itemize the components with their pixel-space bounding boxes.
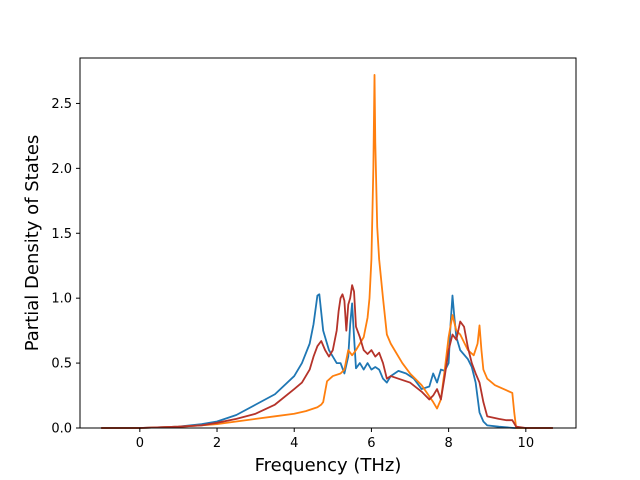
y-tick-label: 1.5 <box>51 227 72 242</box>
x-tick-label: 0 <box>136 436 144 451</box>
y-tick-label: 0.5 <box>51 357 72 372</box>
y-tick-label: 1.0 <box>51 292 72 307</box>
x-tick-label: 6 <box>367 436 375 451</box>
series-line-2 <box>101 73 553 429</box>
x-axis-ticks: 0 2 4 6 8 10 <box>136 428 534 451</box>
y-axis-label: Partial Density of States <box>22 135 43 352</box>
x-tick-label: 2 <box>213 436 221 451</box>
x-tick-label: 8 <box>444 436 452 451</box>
x-axis-label: Frequency (THz) <box>255 455 402 476</box>
series-line-3 <box>101 284 553 429</box>
y-tick-label: 0.0 <box>51 422 72 437</box>
x-tick-label: 10 <box>518 436 535 451</box>
y-axis-ticks: 0.0 0.5 1.0 1.5 2.0 2.5 <box>51 97 80 437</box>
series-line-1 <box>101 293 553 429</box>
y-tick-label: 2.0 <box>51 162 72 177</box>
x-tick-label: 4 <box>290 436 298 451</box>
plot-frame <box>79 57 577 429</box>
series-lines <box>101 73 553 429</box>
y-tick-label: 2.5 <box>51 97 72 112</box>
